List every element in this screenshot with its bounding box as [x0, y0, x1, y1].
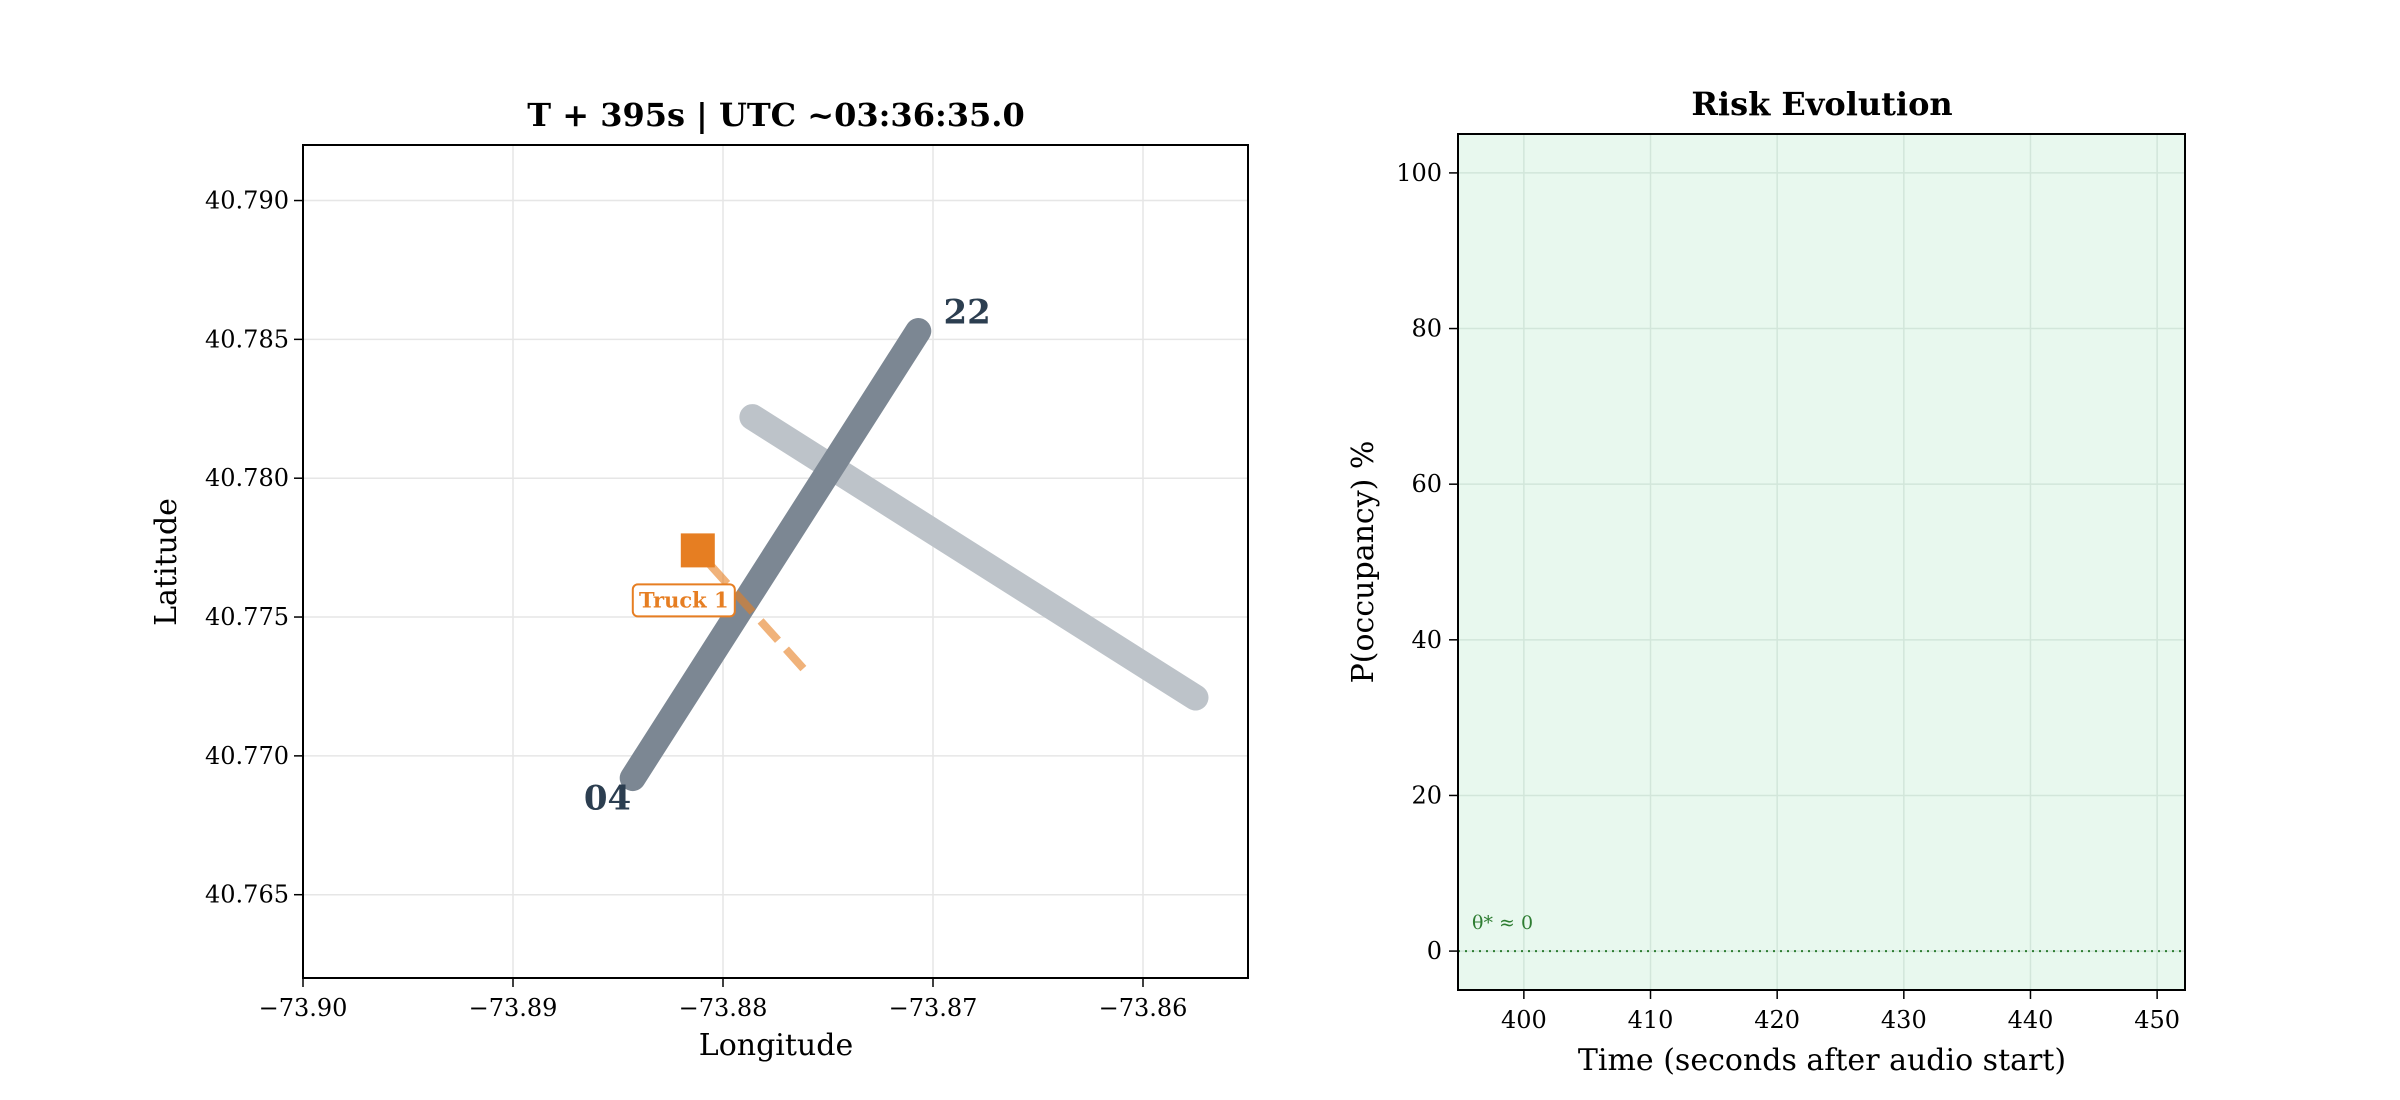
threshold-label: θ* ≈ 0 — [1472, 912, 1533, 934]
risk-y-tick-label: 100 — [1396, 159, 1442, 187]
risk-x-tick-label: 410 — [1628, 1006, 1674, 1034]
vehicle-marker — [680, 533, 715, 568]
vehicle-track — [706, 561, 810, 676]
risk-y-axis-label: P(occupancy) % — [1346, 441, 1381, 684]
risk-y-ticks: 0 20 40 60 80 100 — [1396, 159, 1458, 965]
risk-x-tick-label: 420 — [1754, 1006, 1800, 1034]
map-x-axis-label: Longitude — [699, 1028, 853, 1063]
risk-y-tick-label: 0 — [1427, 937, 1442, 965]
map-y-tick-label: 40.780 — [205, 464, 289, 492]
map-y-ticks: 40.765 40.770 40.775 40.780 40.785 40.790 — [205, 187, 303, 909]
risk-x-tick-label: 440 — [2008, 1006, 2054, 1034]
map-y-tick-label: 40.770 — [205, 742, 289, 770]
risk-plot-background — [1458, 134, 2185, 990]
map-x-tick-label: −73.87 — [889, 994, 978, 1022]
risk-x-axis-label: Time (seconds after audio start) — [1578, 1043, 2066, 1078]
risk-y-tick-label: 60 — [1411, 470, 1442, 498]
risk-y-tick-label: 40 — [1411, 626, 1442, 654]
map-y-tick-label: 40.785 — [205, 325, 289, 353]
map-x-tick-label: −73.89 — [469, 994, 558, 1022]
map-runways: 04 22 — [584, 293, 1209, 819]
runway-2 — [739, 404, 1209, 711]
map-y-tick-label: 40.775 — [205, 603, 289, 631]
map-x-tick-label: −73.90 — [259, 994, 348, 1022]
risk-grid — [1458, 134, 2185, 990]
map-y-axis-label: Latitude — [149, 498, 184, 626]
map-y-tick-label: 40.790 — [205, 187, 289, 215]
map-vehicles: Truck 1 — [631, 533, 810, 676]
risk-y-tick-label: 20 — [1411, 781, 1442, 809]
vehicle-label-box — [631, 583, 736, 618]
risk-axes-frame — [1457, 133, 2186, 991]
risk-threshold: θ* ≈ 0 — [1458, 912, 2185, 953]
risk-title: Risk Evolution — [1691, 85, 1952, 123]
runway-label-22: 22 — [944, 293, 991, 333]
map-x-ticks: −73.90 −73.89 −73.88 −73.87 −73.86 — [259, 978, 1188, 1022]
risk-y-tick-label: 80 — [1411, 315, 1442, 343]
map-y-tick-label: 40.765 — [205, 881, 289, 909]
map-axes-frame — [302, 144, 1249, 979]
risk-panel: Risk Evolution θ* ≈ 0 400 410 420 430 440 450… — [1346, 85, 2186, 1078]
map-grid — [302, 145, 1248, 978]
runway-label-04: 04 — [584, 779, 631, 819]
map-x-tick-label: −73.88 — [679, 994, 768, 1022]
runway-1 — [619, 318, 932, 792]
risk-x-tick-label: 400 — [1501, 1006, 1547, 1034]
map-title: T + 395s | UTC ~03:36:35.0 — [527, 96, 1024, 134]
vehicle-label: Truck 1 — [639, 587, 729, 612]
risk-x-tick-label: 430 — [1881, 1006, 1927, 1034]
risk-x-tick-label: 450 — [2134, 1006, 2180, 1034]
risk-x-ticks: 400 410 420 430 440 450 — [1501, 990, 2180, 1034]
map-x-tick-label: −73.86 — [1099, 994, 1188, 1022]
